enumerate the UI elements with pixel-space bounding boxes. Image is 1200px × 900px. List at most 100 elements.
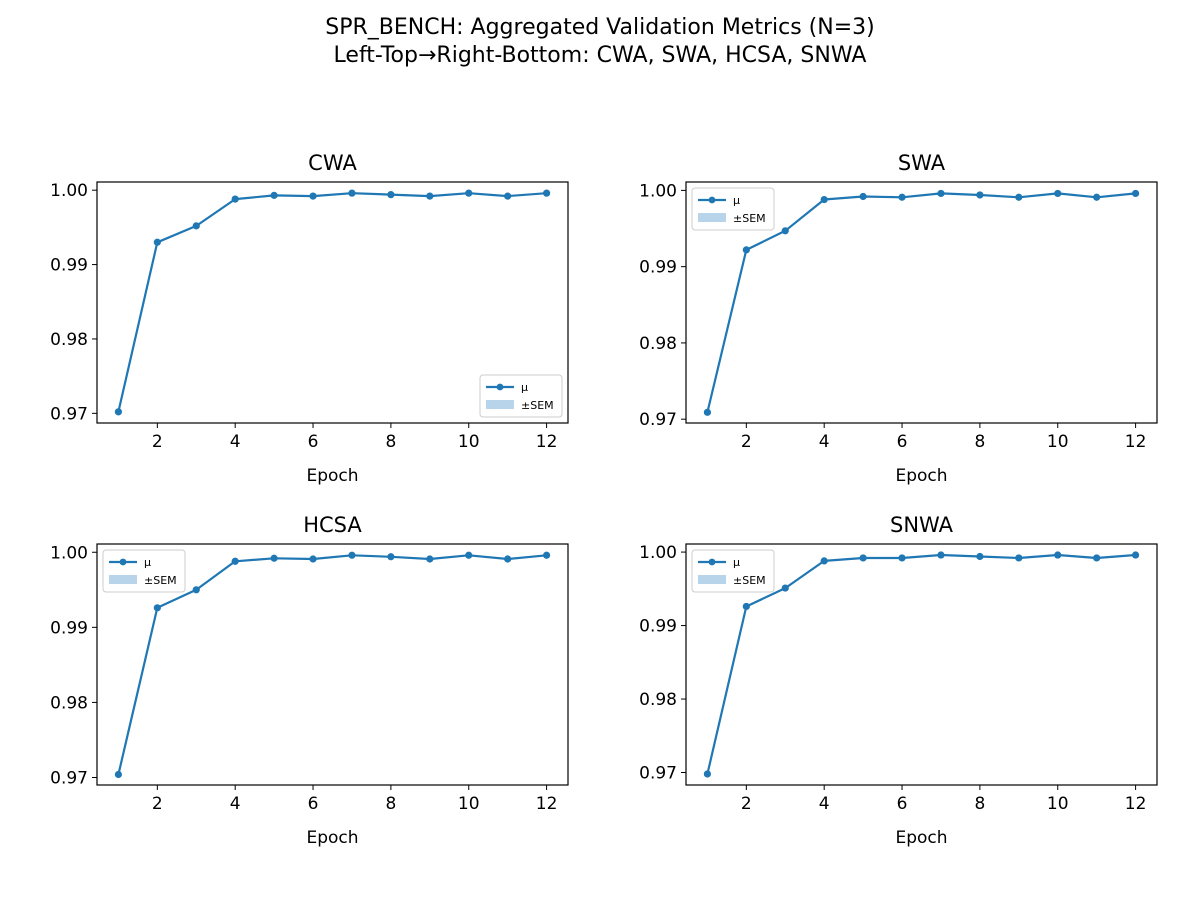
legend: μ ±SEM [691,187,775,231]
y-tick-label: 1.00 [639,543,677,563]
plot-frame [96,181,569,424]
data-point [309,555,317,563]
data-point [270,191,278,199]
data-point [387,553,395,561]
legend-label: μ [144,556,151,569]
x-tick-label: 10 [458,794,480,814]
x-axis-label: Epoch [895,828,947,848]
data-point [504,555,512,563]
data-point [1054,189,1062,198]
series-line [117,192,547,413]
plot-frame [685,181,1158,424]
legend: μ ±SEM [691,549,775,593]
data-point [1054,551,1062,559]
x-tick-label: 6 [897,794,908,814]
legend-fill-swatch [698,213,726,222]
chart-title: SNWA [890,513,954,537]
x-tick-label: 4 [819,432,830,452]
legend-label: ±SEM [521,399,554,412]
x-tick-label: 12 [536,794,558,814]
x-tick-label: 6 [897,432,908,452]
data-point [1131,189,1140,198]
legend-marker-swatch [708,558,716,566]
legend-fill-swatch [109,575,137,584]
y-tick-label: 1.00 [639,181,677,201]
chart-panel-snwa: SNWA 2 4 6 8 10 12 0.97 0.98 0.99 1.00 Epoch μ ±SEM [639,513,1158,848]
data-point [426,555,434,563]
data-point [859,192,867,201]
y-tick-label: 0.97 [639,410,677,430]
chart-title: HCSA [303,513,362,537]
x-tick-label: 8 [385,432,396,452]
data-point [465,551,473,559]
data-point [703,408,712,416]
data-point [820,557,828,565]
data-point [426,192,434,200]
chart-panel-swa: SWA 2 4 6 8 10 12 0.97 0.98 0.99 1.00 Epoch μ ±SEM [639,151,1158,486]
x-axis-label: Epoch [306,828,358,848]
data-point [898,554,906,562]
legend-label: ±SEM [144,574,177,587]
x-tick-label: 10 [1047,794,1069,814]
data-point [309,192,317,200]
data-point [542,189,551,197]
legend-fill-swatch [486,400,514,409]
x-tick-label: 10 [1047,432,1069,452]
series-line [117,554,547,775]
y-tick-label: 1.00 [50,181,88,201]
y-tick-label: 1.00 [50,543,88,563]
data-point [703,770,712,778]
data-point [192,222,200,230]
figure-title: SPR_BENCH: Aggregated Validation Metrics… [325,15,875,40]
y-tick-label: 0.99 [50,256,88,276]
data-point [1015,554,1023,562]
data-point [114,770,123,779]
data-point [859,554,867,562]
legend-fill-swatch [698,575,726,584]
y-tick-label: 0.99 [639,617,677,637]
x-tick-label: 4 [230,794,241,814]
data-point [1093,554,1101,562]
data-point [976,552,984,561]
y-tick-label: 0.99 [639,258,677,278]
x-tick-label: 4 [819,794,830,814]
plot-frame [96,543,569,786]
data-point [114,408,123,416]
data-point [270,554,278,562]
data-point [742,246,750,254]
x-tick-label: 8 [385,794,396,814]
chart-title: SWA [898,151,946,175]
data-point [192,586,200,594]
x-tick-label: 6 [308,432,319,452]
legend-label: μ [733,194,740,207]
x-tick-label: 12 [1125,794,1147,814]
y-tick-label: 0.98 [50,330,88,350]
x-tick-label: 8 [974,432,985,452]
legend-marker-swatch [708,196,716,204]
legend: μ ±SEM [102,549,186,593]
data-point [231,195,239,203]
data-point [504,192,512,200]
y-tick-label: 0.97 [639,764,677,784]
x-tick-label: 12 [1125,432,1147,452]
data-point [937,189,945,198]
y-tick-label: 0.98 [50,693,88,713]
legend-marker-swatch [119,558,127,566]
legend-label: ±SEM [733,212,766,225]
legend: μ ±SEM [479,374,563,418]
legend-label: μ [733,556,740,569]
x-tick-label: 10 [458,432,480,452]
legend-marker-swatch [496,383,504,391]
data-point [542,551,551,559]
data-point [898,193,906,201]
y-tick-label: 0.98 [639,690,677,710]
x-tick-label: 6 [308,794,319,814]
series-line [706,553,1136,775]
data-point [465,189,473,197]
plot-frame [685,543,1158,786]
x-tick-label: 2 [152,432,163,452]
y-tick-label: 0.99 [50,618,88,638]
data-point [820,195,828,204]
data-point [348,189,356,197]
